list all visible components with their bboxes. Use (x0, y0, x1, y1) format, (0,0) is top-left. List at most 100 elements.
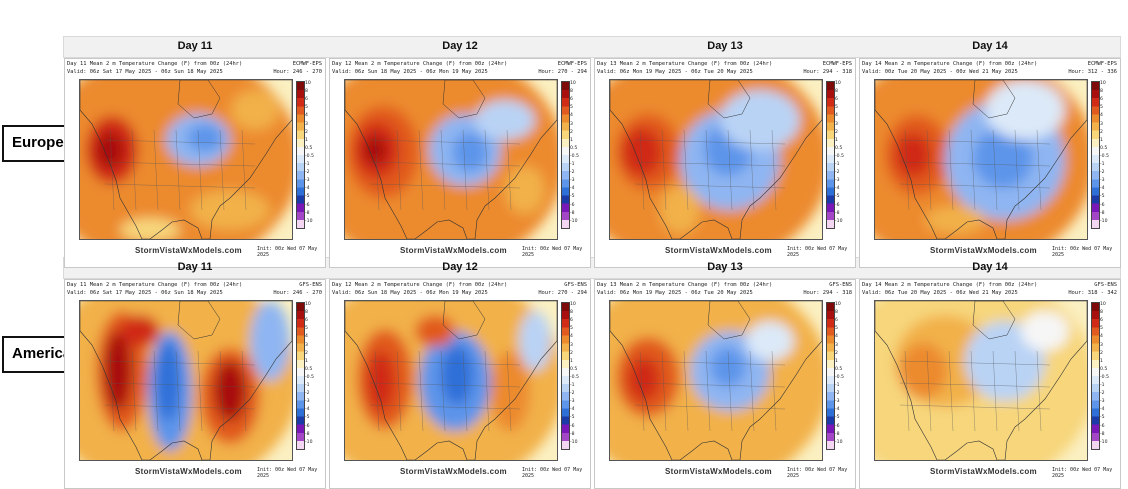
border-line (104, 183, 256, 189)
anomaly-region (710, 347, 746, 387)
model-name: ECMWF-EPS (1087, 61, 1117, 67)
colorbar-tick-label: -4 (570, 186, 575, 192)
anomaly-region (96, 132, 124, 168)
map-panel: Day 12 Mean 2 m Temperature Change (F) f… (329, 279, 591, 489)
anomaly-region (156, 341, 180, 421)
temperature-anomaly-fill (80, 301, 292, 460)
map-svg (80, 80, 292, 239)
colorbar-tick-label: -6 (835, 423, 840, 429)
anomaly-region (505, 166, 545, 214)
colorbar-tick-label: 6 (570, 318, 573, 324)
colorbar-tick-label: -3 (305, 178, 310, 184)
border-line (462, 129, 468, 211)
colorbar-tick-label: 1 (835, 358, 838, 364)
day-title: Day 14 (972, 40, 1008, 52)
colorbar-tick-label: -4 (305, 407, 310, 413)
colorbar-tick-label: -1 (835, 162, 840, 167)
border-line (153, 350, 159, 432)
row-label-text: European (12, 134, 82, 151)
colorbar-tick-label: 8 (1100, 89, 1103, 95)
border-line (899, 183, 1051, 189)
colorbar-tick-label: 6 (305, 318, 308, 324)
colorbar-tick-label: -8 (305, 210, 310, 216)
border-line (369, 382, 521, 388)
colorbar-tick-label: 3 (1100, 121, 1103, 127)
anomaly-region (628, 357, 660, 401)
colorbar-tick-label: -3 (1100, 399, 1105, 405)
temperature-anomaly-fill (610, 80, 822, 239)
colorbar-tick-label: 10 (570, 302, 576, 307)
anomaly-region (367, 351, 395, 411)
colorbar-tick-label: 4 (1100, 113, 1103, 119)
forecast-hour: Hour: 246 - 270 (273, 290, 322, 296)
colorbar (826, 302, 835, 450)
map-panel: Day 14 Mean 2 m Temperature Change (F) f… (859, 58, 1121, 268)
colorbar-tick-label: -3 (1100, 178, 1105, 184)
anomaly-region (925, 206, 985, 234)
colorbar-tick-label: -5 (570, 194, 575, 200)
border-line (899, 161, 1051, 167)
border-line (109, 350, 115, 432)
hudson-bay-outline (707, 80, 751, 119)
border-line (749, 129, 755, 211)
colorbar (296, 302, 305, 450)
colorbar-tick-label: 1 (570, 137, 573, 143)
colorbar-tick-label: -3 (835, 399, 840, 405)
colorbar-tick-label: 1 (835, 137, 838, 143)
border-line (175, 129, 181, 211)
anomaly-region (441, 345, 473, 405)
colorbar-tick-label: 0.5 (570, 145, 578, 151)
anomaly-region (895, 133, 931, 177)
colorbar-tick-label: 5 (1100, 105, 1103, 111)
anomaly-region (646, 411, 694, 451)
border-line (904, 350, 910, 432)
border-line (153, 129, 159, 211)
colorbar-tick-label: -10 (835, 439, 843, 445)
border-line (369, 183, 521, 189)
brand-watermark: StormVistaWxModels.com (400, 467, 507, 476)
border-line (175, 350, 181, 432)
colorbar-tick-label: -0.5 (570, 153, 579, 159)
init-time: Init: 00z Wed 07 May 2025 (1052, 246, 1113, 258)
border-line (219, 129, 225, 211)
colorbar-tick-label: -5 (835, 194, 840, 200)
hudson-bay-outline (442, 80, 486, 119)
border-line (109, 129, 115, 211)
hudson-bay-outline (442, 301, 486, 340)
border-line (683, 129, 689, 211)
colorbar-tick-label: -6 (570, 423, 575, 429)
colorbar-tick-label: -8 (570, 431, 575, 437)
colorbar (296, 81, 305, 229)
forecast-hour: Hour: 294 - 318 (803, 69, 852, 75)
border-line (634, 382, 786, 388)
colorbar-tick-label: 5 (835, 105, 838, 111)
colorbar-tick-label: 10 (1100, 81, 1106, 86)
brand-watermark: StormVistaWxModels.com (135, 467, 242, 476)
colorbar-tick-label: -10 (1100, 218, 1108, 224)
colorbar-tick-label: -8 (835, 431, 840, 437)
colorbar-tick-label: 1 (570, 358, 573, 364)
border-line (948, 129, 954, 211)
panel-title-line: Day 13 Mean 2 m Temperature Change (F) f… (597, 61, 773, 67)
anomaly-region (415, 315, 455, 347)
map-svg (345, 301, 557, 460)
row-label-text: American (12, 345, 81, 362)
border-line (727, 129, 733, 211)
map-svg (80, 301, 292, 460)
border-line (1036, 350, 1042, 432)
colorbar-tick-label: -0.5 (305, 153, 314, 159)
anomaly-region (190, 190, 270, 230)
border-line (899, 360, 1051, 366)
brand-watermark: StormVistaWxModels.com (930, 467, 1037, 476)
temperature-change-map (609, 79, 823, 240)
colorbar-tick-label: -5 (835, 415, 840, 421)
init-time: Init: 00z Wed 07 May 2025 (787, 246, 848, 258)
colorbar-tick-label: -2 (305, 170, 310, 176)
model-name: GFS-ENS (1094, 282, 1117, 288)
anomaly-region (452, 132, 488, 172)
colorbar-tick-label: -0.5 (1100, 153, 1109, 159)
colorbar-tick-label: 1 (305, 358, 308, 364)
anomaly-region (519, 311, 551, 371)
border-line (639, 350, 645, 432)
border-line (661, 350, 667, 432)
